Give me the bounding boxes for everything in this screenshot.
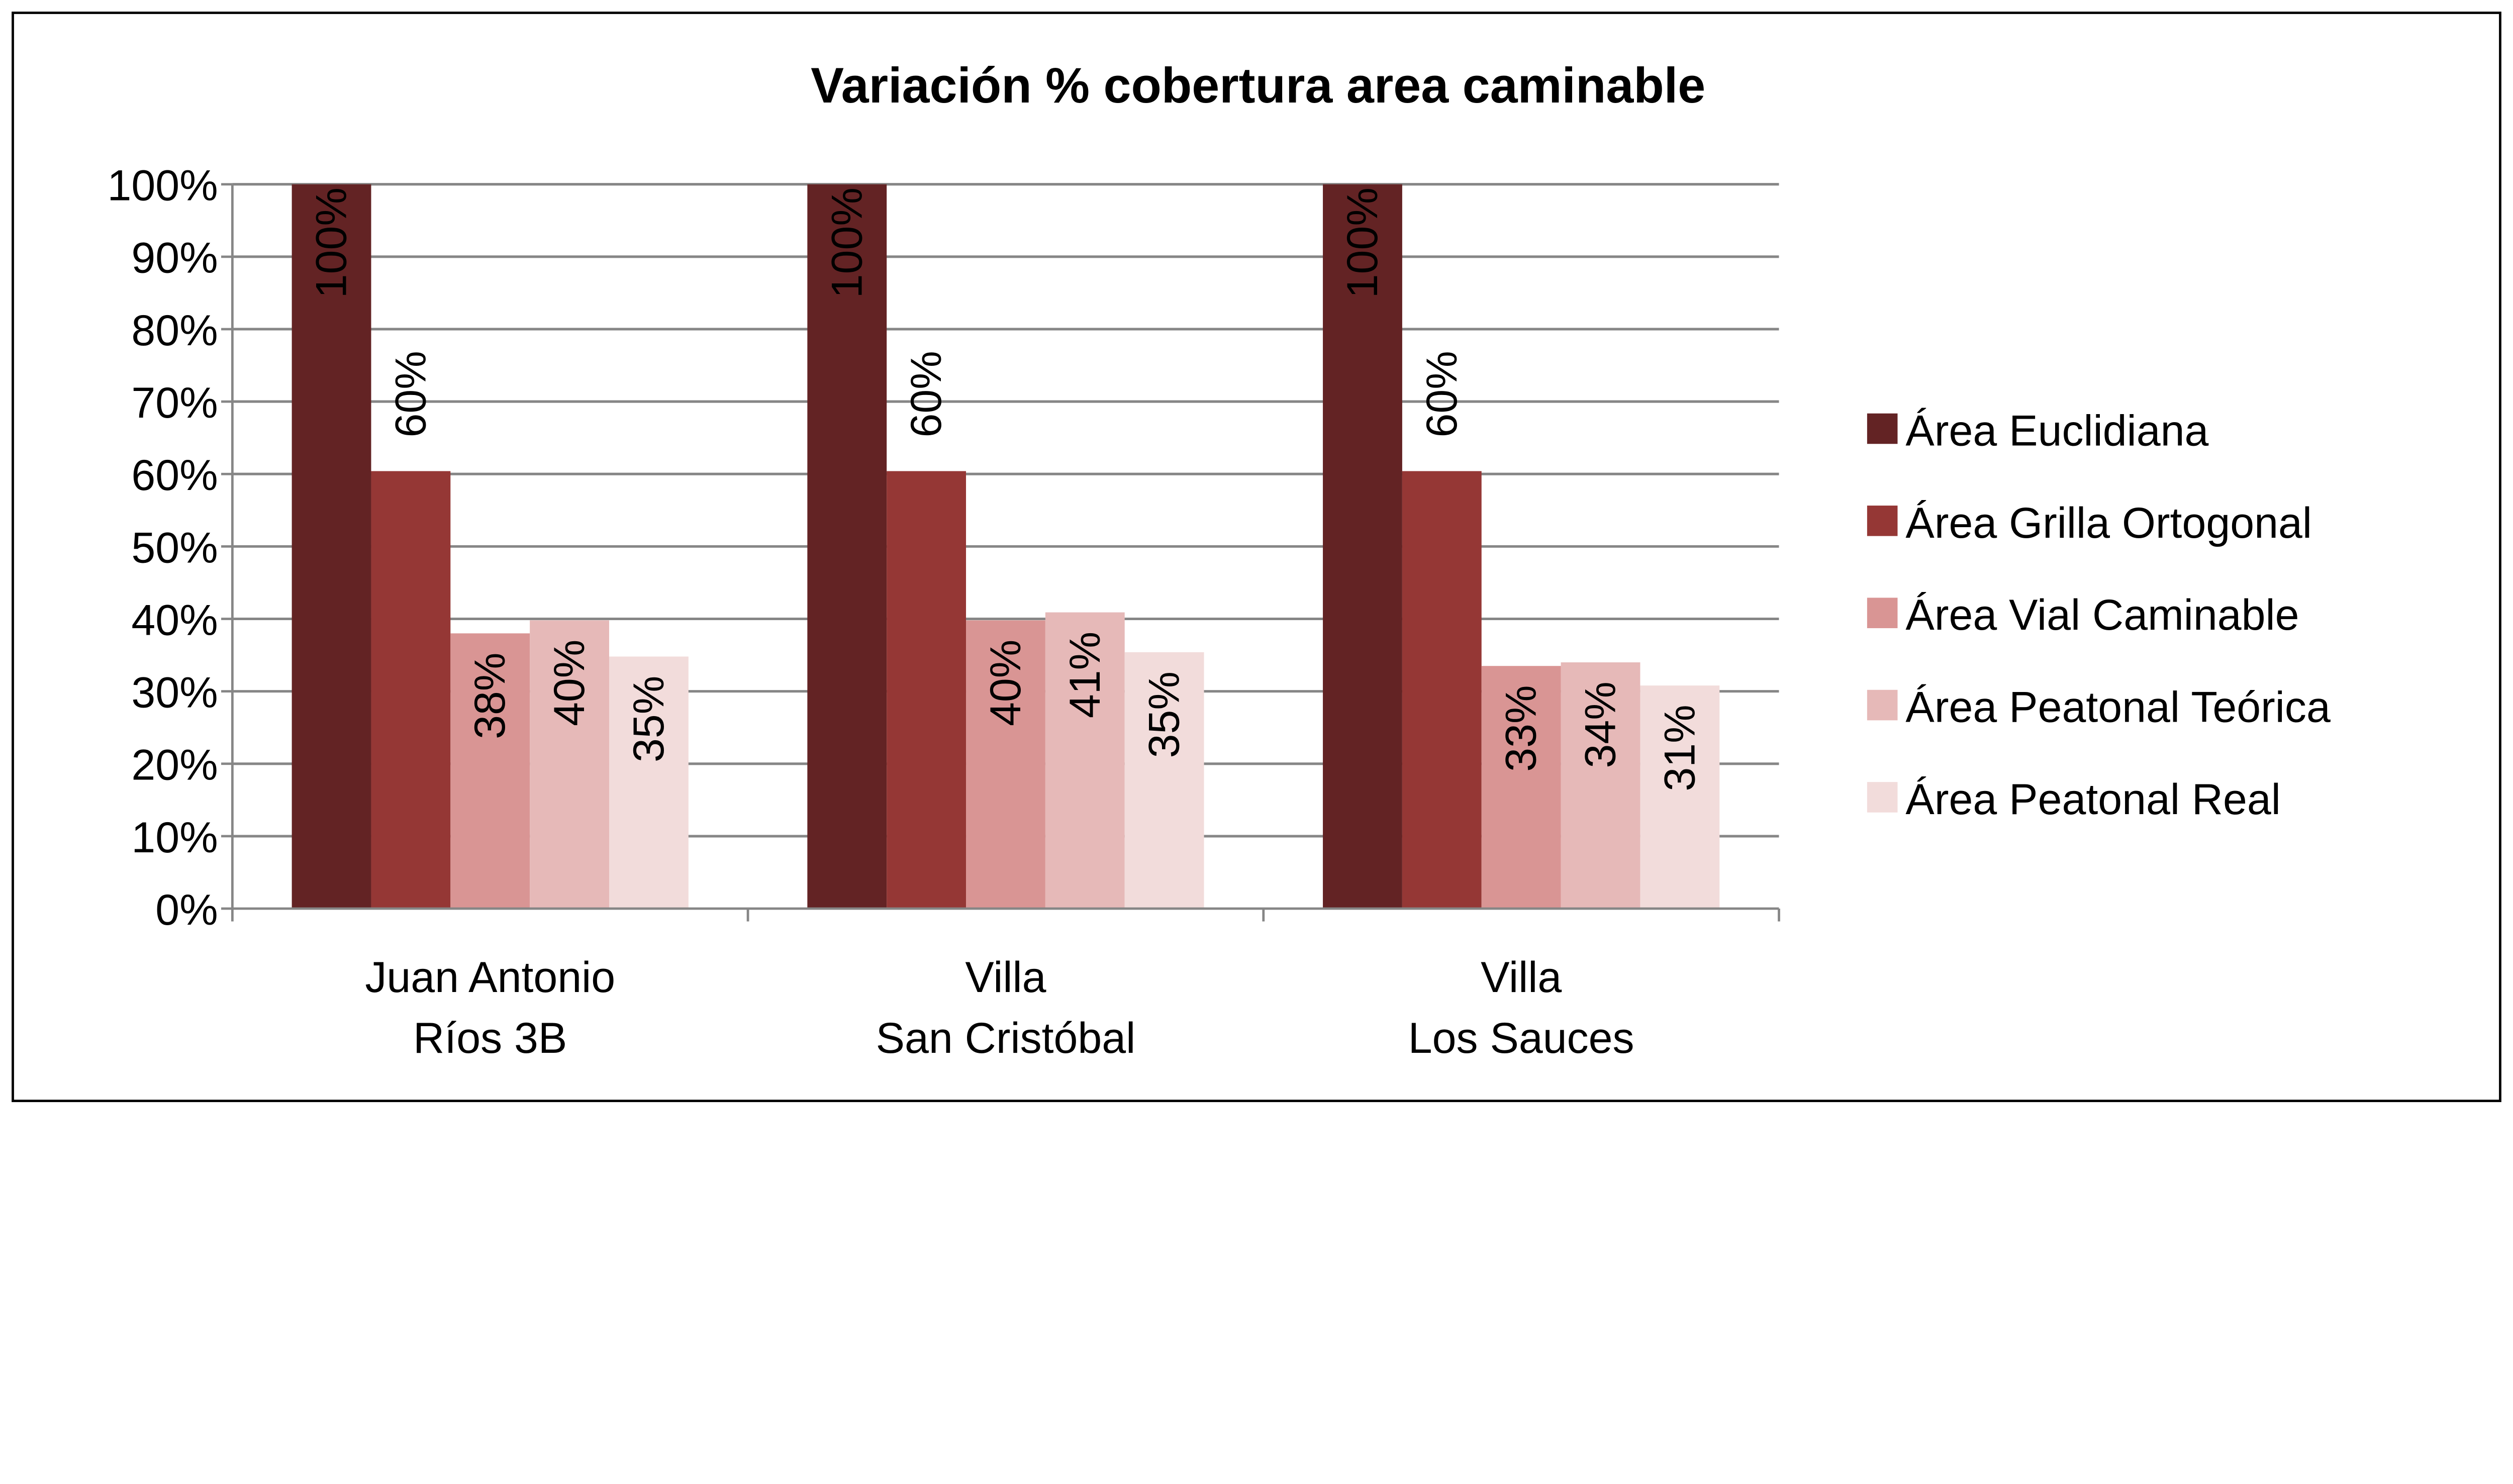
bar	[1124, 652, 1204, 909]
bar-chart: Variación % cobertura area caminable 0% 1…	[12, 12, 2501, 1103]
y-tick-label: 0%	[155, 886, 218, 934]
chart-title: Variación % cobertura area caminable	[811, 58, 1705, 113]
data-label: 60%	[386, 351, 435, 437]
data-label: 35%	[625, 676, 673, 762]
data-labels: 100% 100% 100% 60% 60% 60% 38% 40% 33% 40% 41% 34% 3…	[308, 187, 1704, 792]
bar	[966, 620, 1045, 909]
legend-label: Área Peatonal Real	[1905, 775, 2281, 824]
x-category-label: San Cristóbal	[876, 1014, 1136, 1062]
bar	[807, 184, 887, 909]
data-label: 35%	[1140, 671, 1189, 758]
y-tick-label: 20%	[131, 741, 218, 789]
bar	[292, 184, 371, 909]
y-tick-label: 50%	[131, 524, 218, 572]
legend-label: Área Peatonal Teórica	[1905, 683, 2331, 732]
y-tick-label: 10%	[131, 814, 218, 862]
legend-label: Área Euclidiana	[1905, 407, 2208, 455]
bar	[530, 620, 609, 909]
bar	[1323, 184, 1402, 909]
axes: 0% 10% 20% 30% 40% 50% 60% 70% 80% 90% 100% Juan An…	[108, 162, 1780, 1062]
legend-swatch	[1867, 782, 1898, 813]
data-label: 60%	[902, 351, 950, 437]
data-label: 38%	[466, 653, 514, 739]
bar	[1640, 685, 1720, 909]
y-tick-label: 60%	[131, 451, 218, 500]
data-label: 31%	[1656, 705, 1704, 791]
y-tick-label: 100%	[108, 162, 218, 210]
legend-label: Área Grilla Ortogonal	[1905, 499, 2312, 547]
legend-swatch	[1867, 506, 1898, 536]
legend-swatch	[1867, 413, 1898, 444]
bar	[371, 471, 451, 909]
bar	[609, 656, 689, 909]
x-category-label: Villa	[1481, 953, 1562, 1002]
data-label: 60%	[1418, 351, 1466, 437]
bars	[292, 184, 1720, 909]
x-category-label: Los Sauces	[1408, 1014, 1634, 1062]
x-category-label: Juan Antonio	[365, 953, 615, 1002]
legend-swatch	[1867, 689, 1898, 721]
data-label: 40%	[545, 640, 594, 726]
x-category-label: Ríos 3B	[413, 1014, 567, 1062]
data-label: 33%	[1497, 685, 1545, 771]
y-tick-label: 40%	[131, 596, 218, 644]
y-tick-label: 70%	[131, 379, 218, 427]
bar	[887, 471, 966, 909]
bar	[1402, 471, 1482, 909]
data-label: 100%	[308, 187, 356, 298]
x-category-label: Villa	[965, 953, 1046, 1002]
y-tick-label: 90%	[131, 234, 218, 282]
bar	[1481, 666, 1561, 909]
legend: Área Euclidiana Área Grilla Ortogonal Área…	[1867, 407, 2331, 824]
data-label: 100%	[823, 187, 871, 298]
bar	[450, 633, 530, 909]
legend-swatch	[1867, 598, 1898, 628]
bar	[1561, 662, 1640, 909]
data-label: 41%	[1061, 632, 1109, 718]
y-tick-label: 30%	[131, 669, 218, 717]
data-label: 34%	[1577, 681, 1625, 768]
bar	[1045, 612, 1125, 909]
data-label: 100%	[1338, 187, 1387, 298]
data-label: 40%	[982, 640, 1030, 726]
legend-label: Área Vial Caminable	[1905, 591, 2299, 639]
y-tick-label: 80%	[131, 307, 218, 355]
